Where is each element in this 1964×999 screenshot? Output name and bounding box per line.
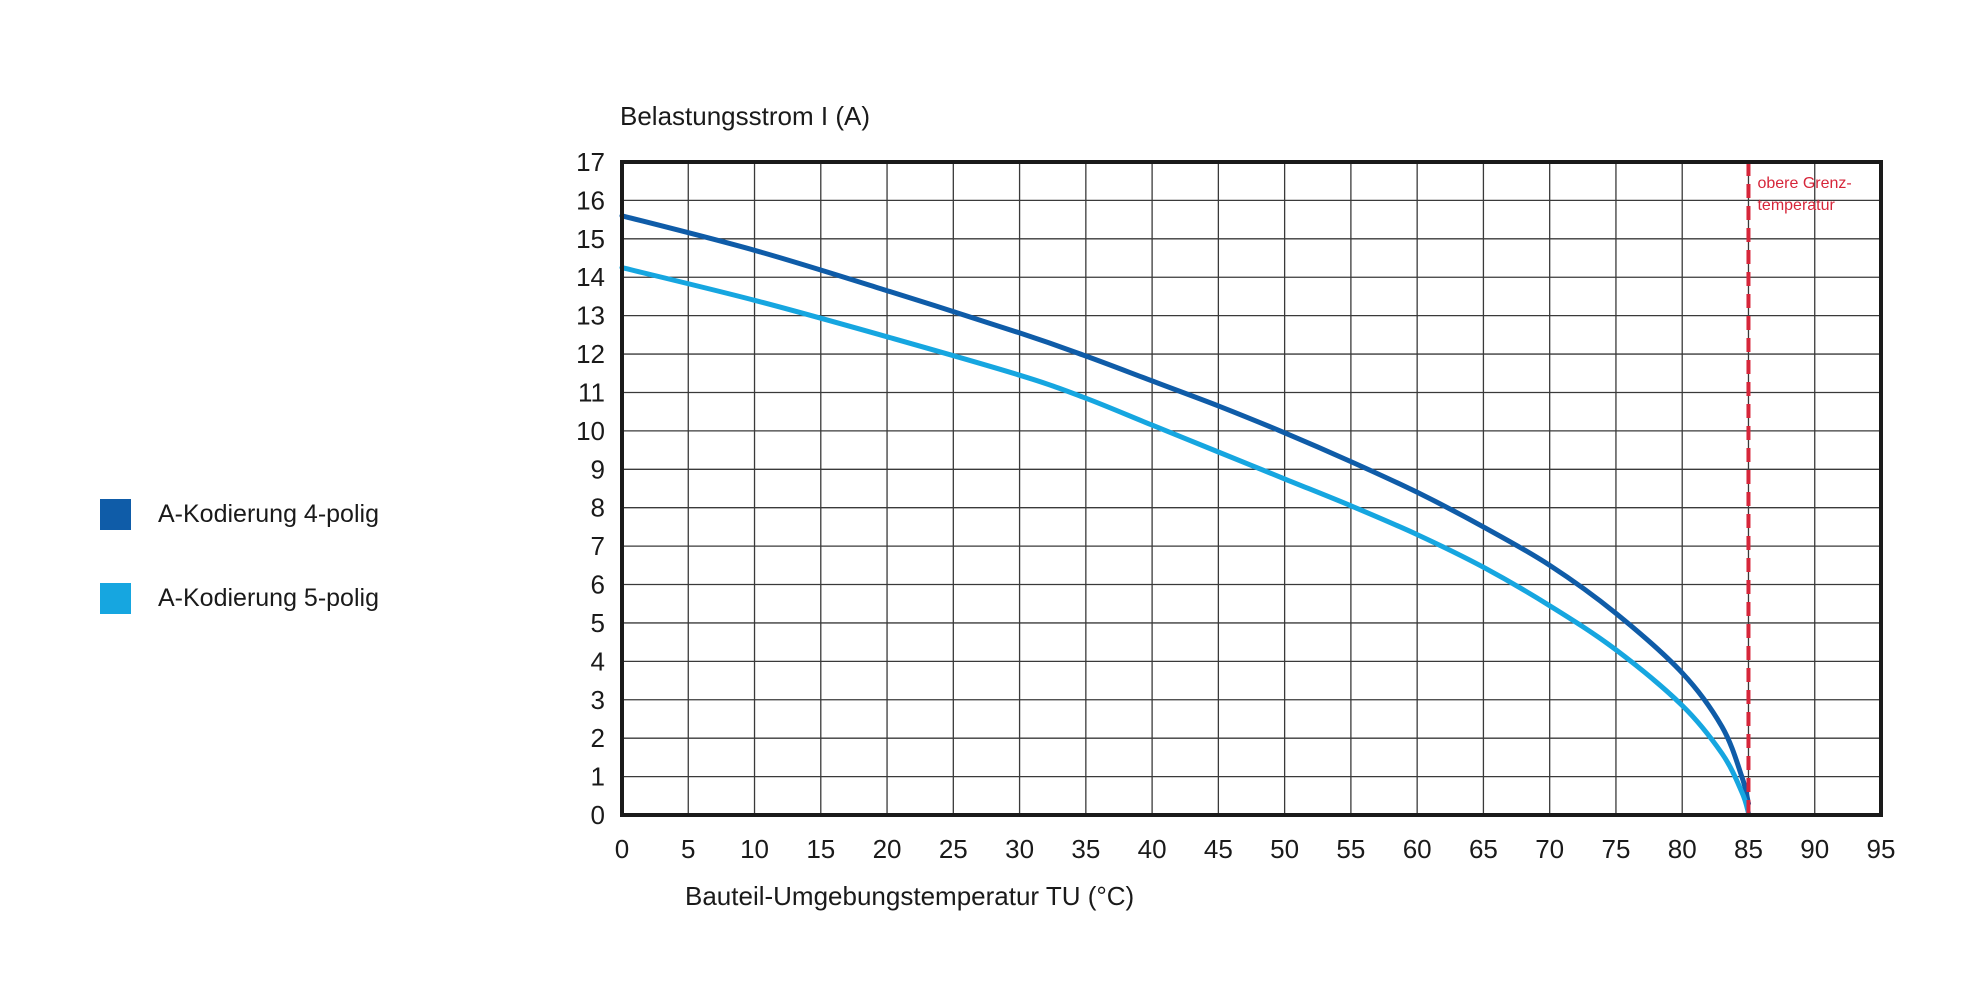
x-tick-label-35: 35 <box>1071 834 1100 864</box>
legend-swatch-5-polig <box>100 582 131 614</box>
x-tick-label-15: 15 <box>806 834 835 864</box>
x-tick-label-0: 0 <box>615 834 629 864</box>
plot-frame <box>620 160 1883 817</box>
y-tick-label-17: 17 <box>576 147 605 177</box>
y-tick-label-4: 4 <box>591 646 605 676</box>
y-tick-label-7: 7 <box>591 531 605 561</box>
series-layer <box>619 213 1751 816</box>
y-tick-label-16: 16 <box>576 185 605 215</box>
legend-label-5-polig: A-Kodierung 5-polig <box>158 583 379 612</box>
legend-label-4-polig: A-Kodierung 4-polig <box>158 499 379 528</box>
y-tick-label-1: 1 <box>591 762 605 792</box>
y-axis-title: Belastungsstrom I (A) <box>620 101 870 131</box>
x-axis-title: Bauteil-Umgebungstemperatur TU (°C) <box>685 881 1134 911</box>
y-tick-label-13: 13 <box>576 301 605 331</box>
x-tick-label-45: 45 <box>1204 834 1233 864</box>
x-tick-label-70: 70 <box>1535 834 1564 864</box>
y-tick-label-15: 15 <box>576 224 605 254</box>
x-tick-label-20: 20 <box>873 834 902 864</box>
annotation-layer: obere Grenz-temperatur <box>1746 162 1852 815</box>
limit-label-line-2: temperatur <box>1757 197 1835 214</box>
x-tick-label-10: 10 <box>740 834 769 864</box>
x-tick-label-30: 30 <box>1005 834 1034 864</box>
x-tick-labels: 0 5 10 15 20 25 30 35 40 45 50 55 60 65 70 75 80 85 90 95 <box>615 834 1896 864</box>
x-tick-label-95: 95 <box>1867 834 1896 864</box>
x-tick-label-75: 75 <box>1601 834 1630 864</box>
x-tick-label-65: 65 <box>1469 834 1498 864</box>
y-tick-label-14: 14 <box>576 262 605 292</box>
x-tick-label-55: 55 <box>1336 834 1365 864</box>
x-tick-label-50: 50 <box>1270 834 1299 864</box>
y-tick-label-5: 5 <box>591 608 605 638</box>
y-tick-label-3: 3 <box>591 685 605 715</box>
x-tick-label-85: 85 <box>1734 834 1763 864</box>
x-tick-label-40: 40 <box>1138 834 1167 864</box>
y-tick-label-11: 11 <box>578 377 605 407</box>
x-tick-label-60: 60 <box>1403 834 1432 864</box>
limit-label-line-1: obere Grenz- <box>1757 175 1851 192</box>
y-tick-label-10: 10 <box>576 416 605 446</box>
legend-item-5-polig: A-Kodierung 5-polig <box>100 581 379 615</box>
x-tick-label-90: 90 <box>1800 834 1829 864</box>
y-tick-label-12: 12 <box>576 339 605 369</box>
y-tick-label-6: 6 <box>591 570 605 600</box>
y-tick-label-8: 8 <box>591 493 605 523</box>
x-tick-label-80: 80 <box>1668 834 1697 864</box>
legend-item-4-polig: A-Kodierung 4-polig <box>100 497 379 531</box>
y-tick-label-2: 2 <box>591 723 605 753</box>
legend: A-Kodierung 4-polig A-Kodierung 5-polig <box>100 497 379 665</box>
y-tick-label-9: 9 <box>591 454 605 484</box>
legend-swatch-4-polig <box>100 498 131 530</box>
series-line-2 <box>619 265 1751 816</box>
series-line-1 <box>619 213 1751 806</box>
x-tick-label-5: 5 <box>681 834 695 864</box>
x-tick-label-25: 25 <box>939 834 968 864</box>
y-tick-label-0: 0 <box>591 800 605 830</box>
